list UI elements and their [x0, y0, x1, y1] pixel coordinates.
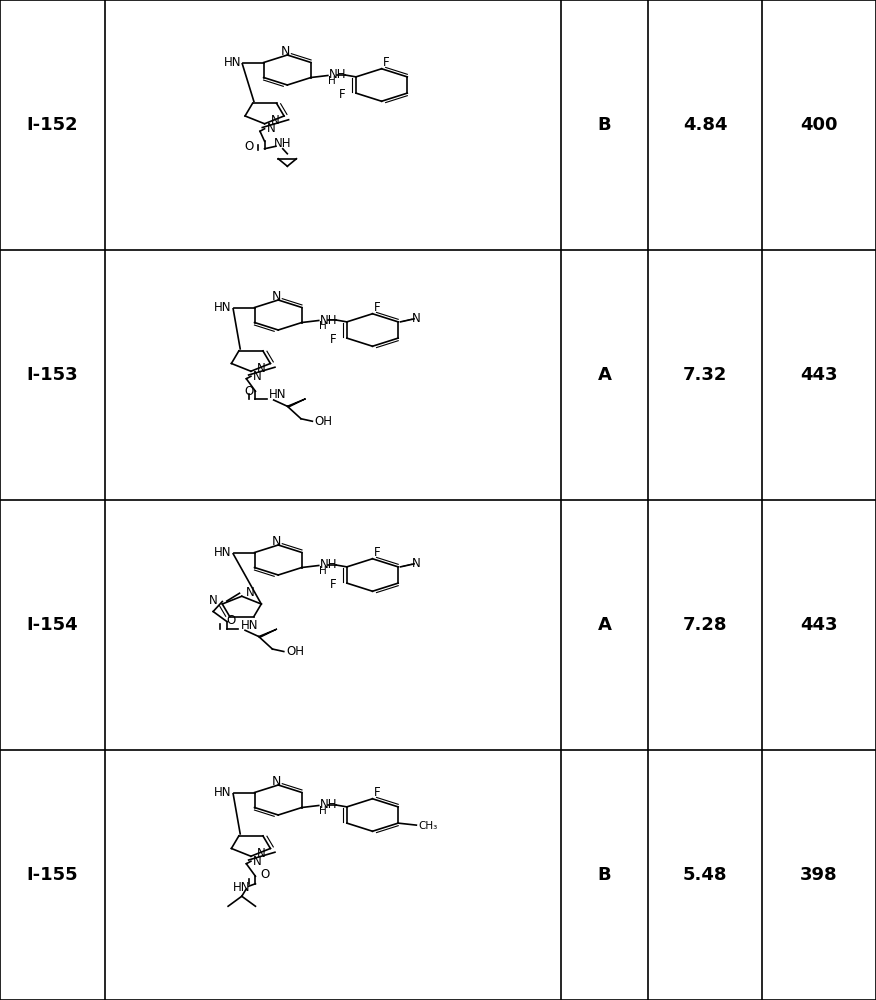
Text: HN: HN [241, 619, 258, 632]
Text: H: H [319, 806, 326, 816]
Text: 398: 398 [801, 866, 837, 884]
Text: N: N [253, 370, 262, 383]
Text: A: A [597, 366, 611, 384]
Text: N: N [209, 594, 218, 607]
Text: HN: HN [223, 56, 241, 69]
Text: CH₃: CH₃ [419, 821, 438, 831]
Text: HN: HN [215, 301, 232, 314]
Text: H: H [319, 566, 326, 576]
Text: N: N [257, 362, 265, 375]
Polygon shape [258, 629, 277, 637]
Text: N: N [271, 114, 279, 127]
Text: 7.32: 7.32 [683, 366, 727, 384]
Text: OH: OH [286, 645, 304, 658]
Text: I-153: I-153 [27, 366, 78, 384]
Text: 400: 400 [801, 116, 837, 134]
Text: B: B [597, 116, 611, 134]
Text: HN: HN [233, 881, 251, 894]
Polygon shape [287, 399, 306, 407]
Text: HN: HN [215, 546, 232, 559]
Text: O: O [260, 868, 269, 882]
Text: O: O [244, 140, 253, 153]
Text: N: N [280, 45, 290, 58]
Text: I-154: I-154 [27, 616, 78, 634]
Text: N: N [257, 847, 265, 860]
Text: NH: NH [329, 68, 347, 82]
Text: NH: NH [320, 314, 337, 326]
Text: N: N [412, 557, 420, 570]
Text: 5.48: 5.48 [683, 866, 727, 884]
Text: F: F [374, 786, 380, 799]
Text: 7.28: 7.28 [683, 616, 727, 634]
Text: F: F [383, 56, 390, 69]
Text: NH: NH [274, 137, 292, 150]
Text: 4.84: 4.84 [683, 116, 727, 134]
Text: H: H [328, 76, 336, 86]
Text: N: N [253, 855, 262, 868]
Text: 443: 443 [801, 616, 837, 634]
Text: N: N [412, 312, 420, 325]
Text: N: N [267, 122, 276, 135]
Text: F: F [330, 333, 336, 346]
Text: N: N [272, 535, 280, 548]
Text: HN: HN [215, 786, 232, 799]
Text: O: O [244, 385, 253, 398]
Text: OH: OH [314, 415, 333, 428]
Text: A: A [597, 616, 611, 634]
Text: N: N [246, 586, 255, 599]
Text: NH: NH [320, 798, 337, 812]
Text: HN: HN [269, 388, 286, 401]
Text: H: H [319, 321, 326, 331]
Text: F: F [339, 88, 346, 101]
Text: 443: 443 [801, 366, 837, 384]
Text: N: N [272, 290, 280, 303]
Text: F: F [374, 546, 380, 559]
Text: O: O [227, 614, 237, 627]
Text: F: F [330, 578, 336, 591]
Text: N: N [272, 775, 280, 788]
Text: I-152: I-152 [27, 116, 78, 134]
Text: B: B [597, 866, 611, 884]
Text: NH: NH [320, 558, 337, 572]
Text: I-155: I-155 [27, 866, 78, 884]
Text: F: F [374, 301, 380, 314]
